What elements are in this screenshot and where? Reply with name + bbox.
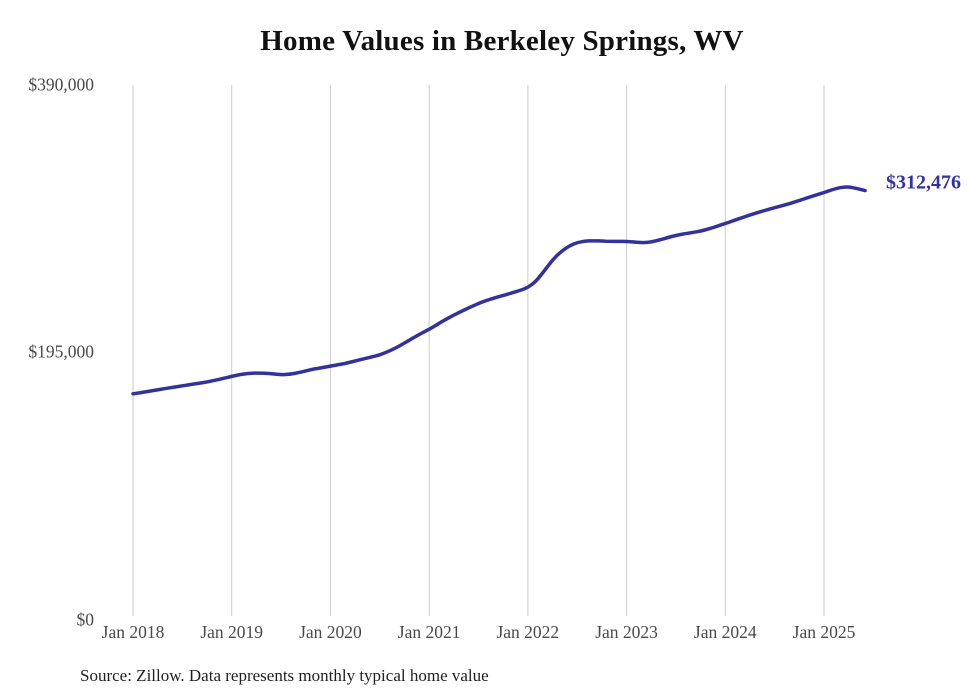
x-tick-jan-2022: Jan 2022	[496, 622, 560, 642]
y-tick-390000: $390,000	[28, 74, 94, 95]
x-tick-jan-2023: Jan 2023	[595, 622, 658, 642]
x-tick-jan-2021: Jan 2021	[397, 622, 461, 642]
x-tick-jan-2025: Jan 2025	[792, 622, 856, 642]
vertical-gridlines	[132, 85, 825, 616]
y-tick-0: $0	[76, 609, 95, 630]
home-value-line	[131, 185, 867, 396]
x-tick-jan-2024: Jan 2024	[693, 622, 757, 642]
y-tick-195000: $195,000	[28, 341, 94, 362]
x-tick-jan-2019: Jan 2019	[200, 622, 264, 642]
end-value-label: $312,476	[886, 171, 961, 194]
chart-title: Home Values in Berkeley Springs, WV	[260, 25, 744, 57]
source-note: Source: Zillow. Data represents monthly …	[80, 666, 489, 685]
x-tick-jan-2018: Jan 2018	[101, 622, 165, 642]
x-tick-jan-2020: Jan 2020	[299, 622, 362, 642]
